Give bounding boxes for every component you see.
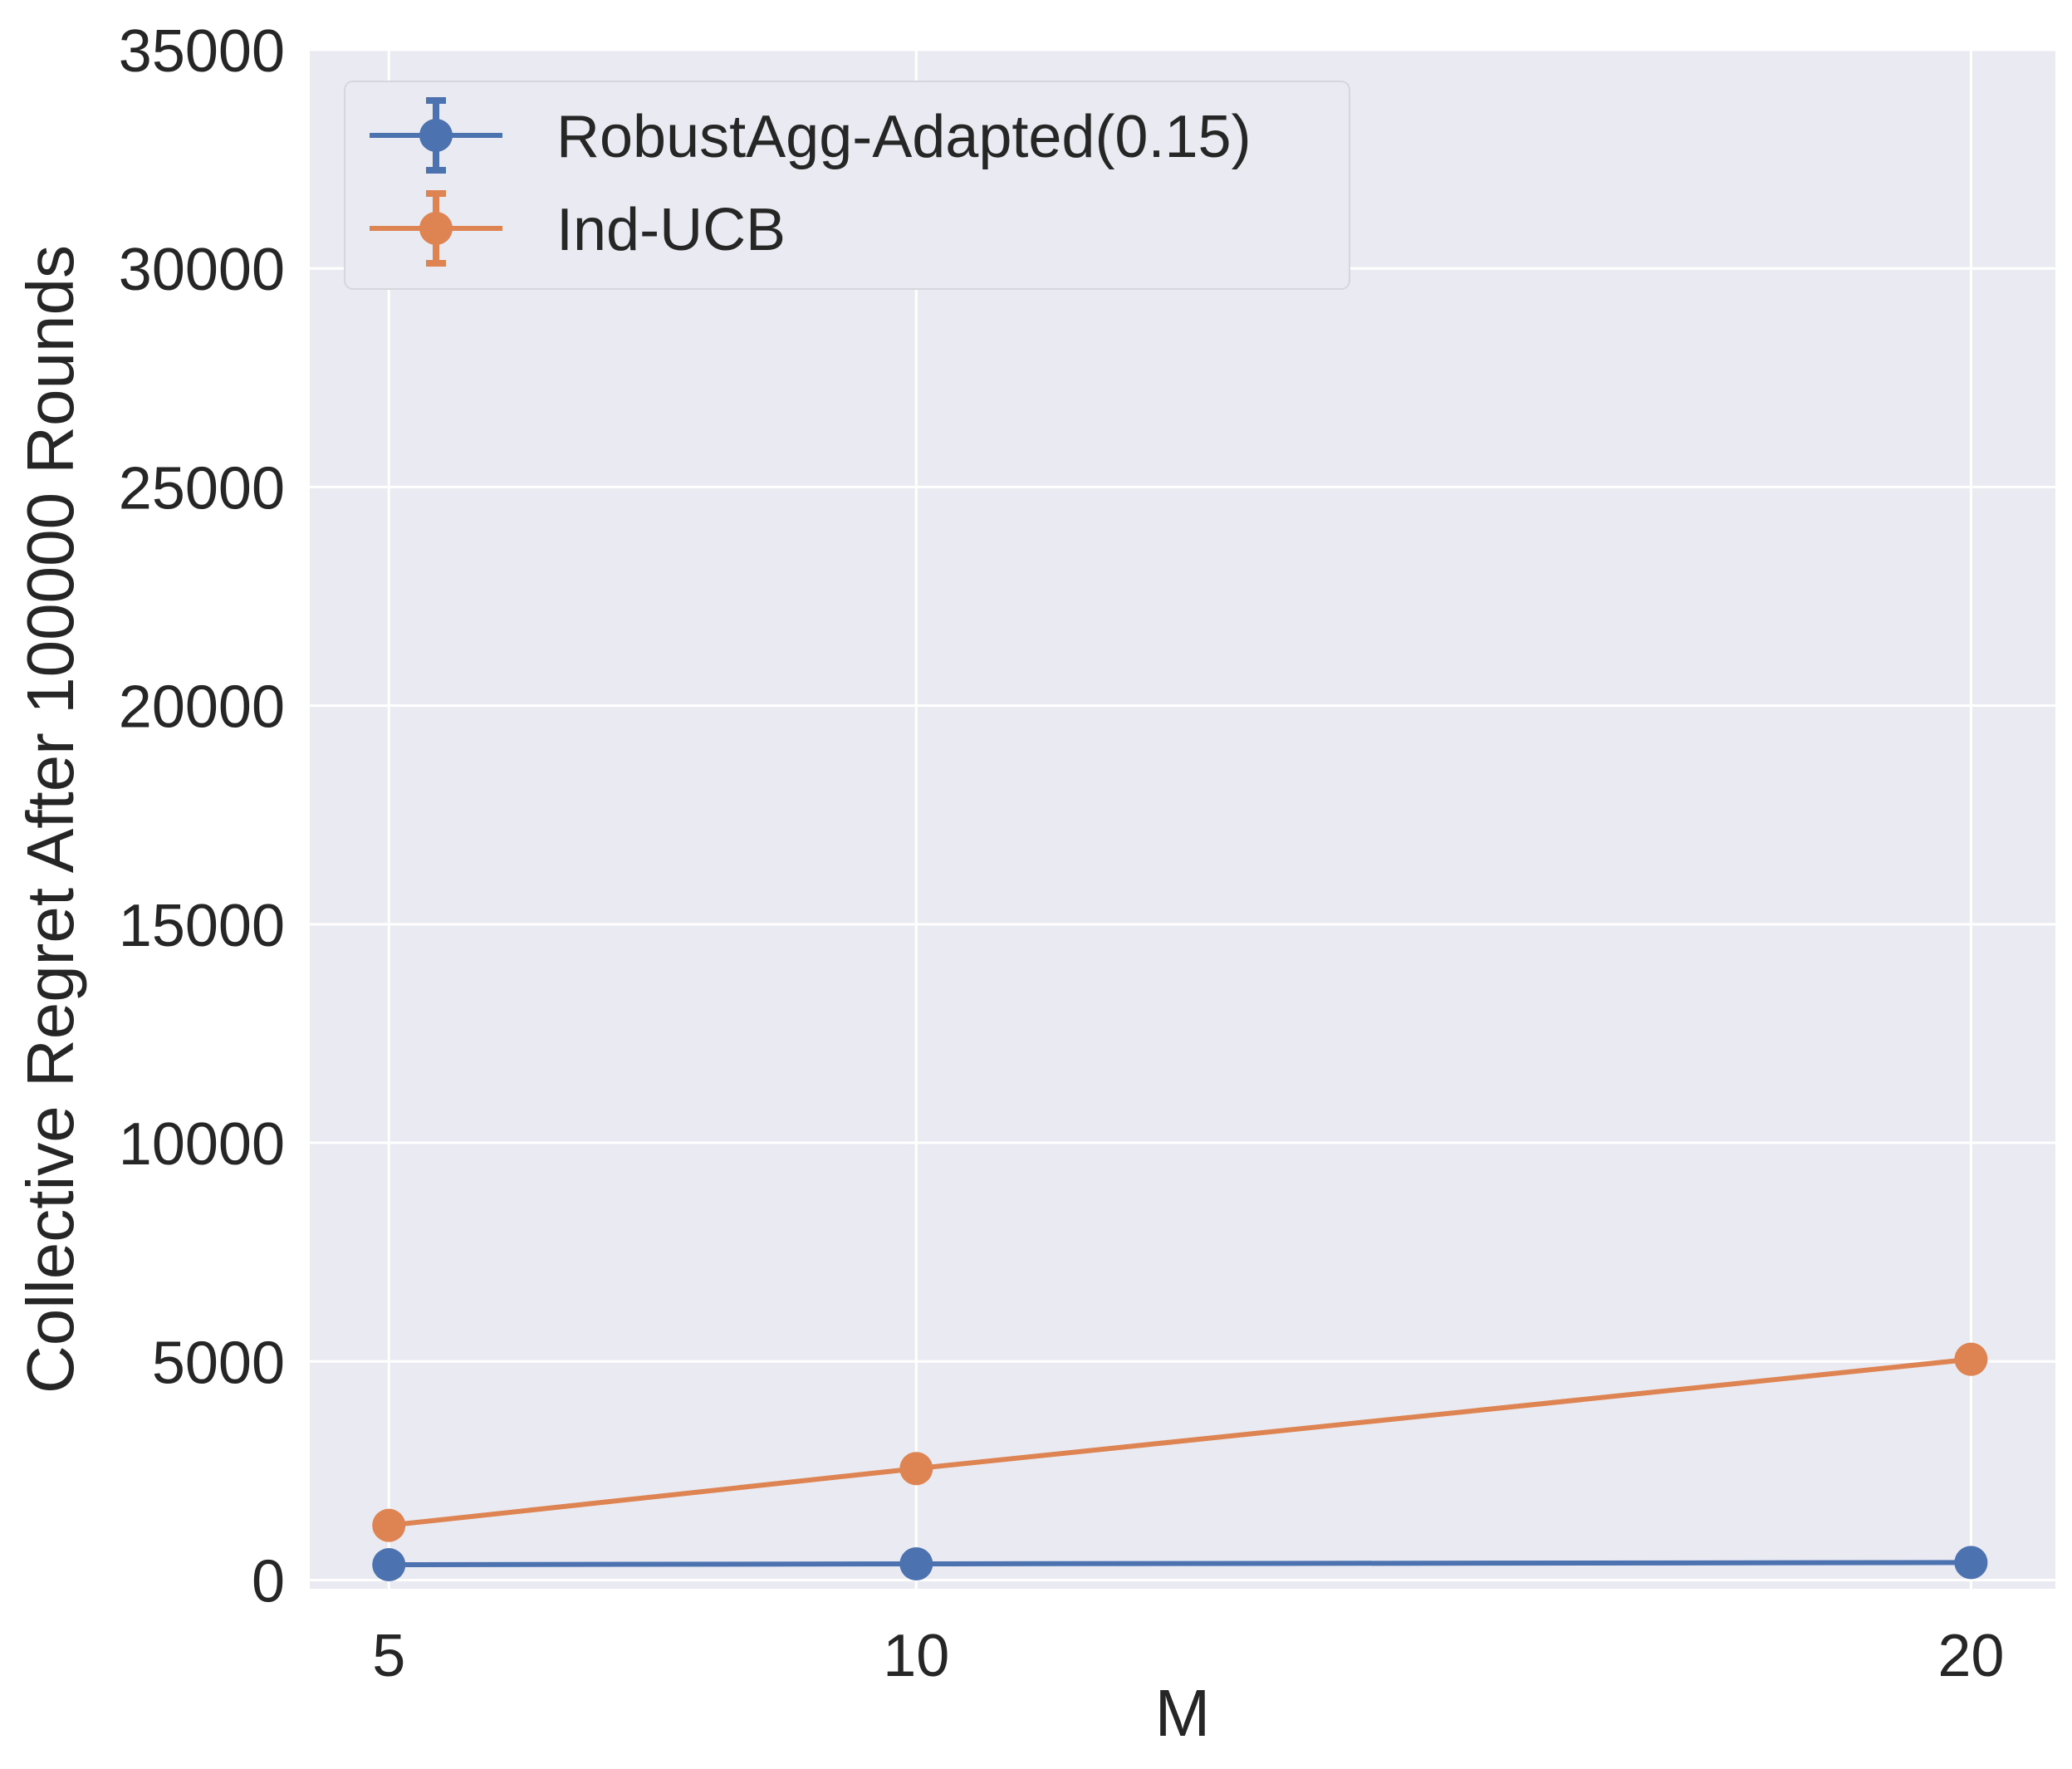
y-axis-label: Collective Regret After 100000 Rounds: [13, 245, 87, 1394]
legend: RobustAgg-Adapted(0.15) Ind-UCB: [344, 81, 1350, 290]
y-tick-label: 25000: [119, 455, 285, 522]
y-tick-label: 15000: [119, 893, 285, 959]
x-axis-label: M: [1155, 1676, 1211, 1750]
data-point: [899, 1546, 933, 1580]
legend-label: RobustAgg-Adapted(0.15): [556, 104, 1252, 170]
data-point: [372, 1548, 406, 1582]
y-tick-label: 10000: [119, 1111, 285, 1178]
data-point: [899, 1452, 933, 1486]
plot-background: [310, 50, 2055, 1589]
data-point: [372, 1508, 406, 1542]
data-point: [1954, 1342, 1988, 1376]
y-tick-label: 30000: [119, 237, 285, 303]
y-tick-label: 0: [252, 1548, 285, 1615]
x-tick-label: 5: [372, 1623, 405, 1689]
legend-box: [344, 81, 1350, 290]
data-point: [1954, 1546, 1988, 1580]
x-tick-labels: 5 10 20: [372, 1623, 2004, 1689]
legend-marker: [419, 119, 453, 152]
series-markers: [372, 1342, 1988, 1582]
series-line-0: [389, 1560, 1972, 1568]
y-tick-label: 20000: [119, 674, 285, 741]
y-tick-label: 5000: [152, 1330, 285, 1396]
x-tick-label: 10: [883, 1623, 949, 1689]
legend-label: Ind-UCB: [556, 197, 786, 263]
grid-lines: [310, 48, 2055, 1589]
legend-marker: [419, 212, 453, 245]
x-tick-label: 20: [1937, 1623, 2004, 1689]
y-tick-label: 35000: [119, 18, 285, 85]
y-tick-labels: 0 5000 10000 15000 20000 25000 30000 35000: [119, 18, 285, 1615]
